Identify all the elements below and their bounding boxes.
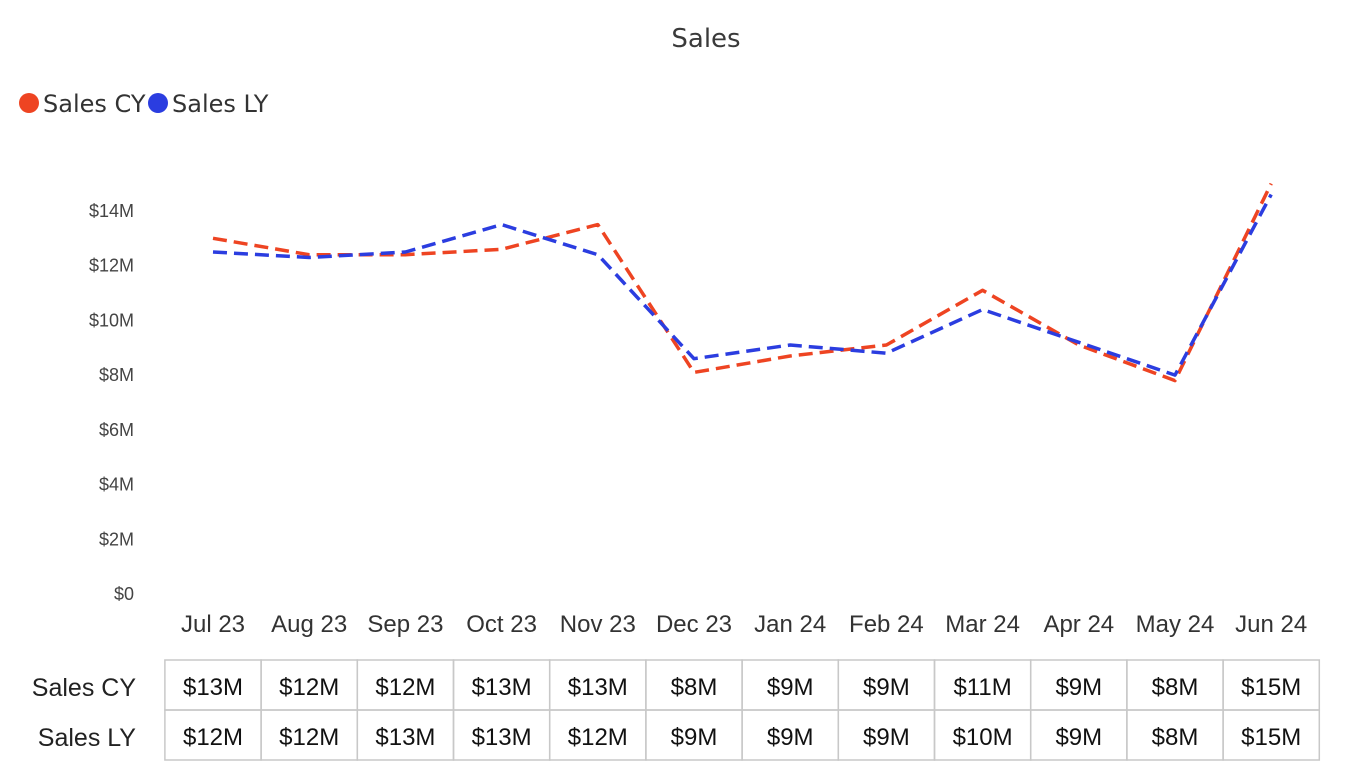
table-cell: $9M bbox=[863, 724, 910, 751]
x-tick-label: Sep 23 bbox=[367, 611, 443, 638]
table-cell: $11M bbox=[953, 674, 1011, 701]
table-cell: $8M bbox=[1152, 724, 1199, 751]
y-tick-label: $12M bbox=[89, 256, 134, 276]
x-axis: Jul 23 Aug 23 Sep 23 Oct 23 Nov 23 Dec 23 Jan … bbox=[181, 611, 1307, 638]
y-axis: $0 $2M $4M $6M $8M $10M $12M $14M bbox=[89, 201, 134, 604]
table-cell: $12M bbox=[279, 724, 339, 751]
table-cell: $8M bbox=[1152, 674, 1199, 701]
table-cell: $15M bbox=[1241, 674, 1301, 701]
table-cell: $13M bbox=[472, 674, 532, 701]
x-tick-label: May 24 bbox=[1136, 611, 1215, 638]
series-line-sales-cy[interactable] bbox=[212, 182, 1273, 383]
legend-swatch-sales-cy[interactable] bbox=[19, 93, 39, 113]
chart-title: Sales bbox=[671, 24, 740, 54]
x-tick-label: Feb 24 bbox=[849, 611, 924, 638]
table-cell: $15M bbox=[1241, 724, 1301, 751]
y-tick-label: $2M bbox=[99, 529, 134, 549]
table-cell: $9M bbox=[1055, 674, 1102, 701]
table-cell: $13M bbox=[183, 674, 243, 701]
table-cell: $12M bbox=[568, 724, 628, 751]
table-row-label: Sales CY bbox=[32, 674, 137, 702]
table-cell-border bbox=[1222, 709, 1321, 761]
legend: Sales CY Sales LY bbox=[19, 90, 269, 118]
y-tick-label: $8M bbox=[99, 365, 134, 385]
table-cell: $13M bbox=[568, 674, 628, 701]
legend-swatch-sales-ly[interactable] bbox=[148, 93, 168, 113]
table-cell: $12M bbox=[183, 724, 243, 751]
table-cell: $13M bbox=[375, 724, 435, 751]
table-cell: $9M bbox=[671, 724, 718, 751]
table-cell: $9M bbox=[767, 674, 814, 701]
y-tick-label: $0 bbox=[114, 584, 134, 604]
y-tick-label: $6M bbox=[99, 420, 134, 440]
y-tick-label: $4M bbox=[99, 475, 134, 495]
table-cell: $8M bbox=[671, 674, 718, 701]
x-tick-label: Aug 23 bbox=[271, 611, 347, 638]
table-cell: $10M bbox=[953, 724, 1013, 751]
x-tick-label: Jun 24 bbox=[1235, 611, 1307, 638]
legend-label-sales-ly[interactable]: Sales LY bbox=[172, 90, 269, 118]
y-tick-label: $10M bbox=[89, 310, 134, 330]
table-cell: $9M bbox=[863, 674, 910, 701]
plot-area bbox=[212, 182, 1273, 383]
x-tick-label: Apr 24 bbox=[1043, 611, 1114, 638]
x-tick-label: Oct 23 bbox=[466, 611, 537, 638]
x-tick-label: Mar 24 bbox=[945, 611, 1020, 638]
table-cell: $9M bbox=[1055, 724, 1102, 751]
x-tick-label: Nov 23 bbox=[560, 611, 636, 638]
table-row-label: Sales LY bbox=[38, 724, 137, 752]
table-cell: $12M bbox=[279, 674, 339, 701]
series-line-sales-ly[interactable] bbox=[212, 193, 1273, 377]
table-cell: $9M bbox=[767, 724, 814, 751]
data-table: Sales CY $13M $12M $12M $13M $13M $8M $9M $9M $11… bbox=[32, 659, 1321, 761]
table-cell: $12M bbox=[375, 674, 435, 701]
table-cell: $13M bbox=[472, 724, 532, 751]
x-tick-label: Dec 23 bbox=[656, 611, 732, 638]
x-tick-label: Jul 23 bbox=[181, 611, 245, 638]
legend-label-sales-cy[interactable]: Sales CY bbox=[43, 90, 146, 118]
y-tick-label: $14M bbox=[89, 201, 134, 221]
x-tick-label: Jan 24 bbox=[754, 611, 826, 638]
